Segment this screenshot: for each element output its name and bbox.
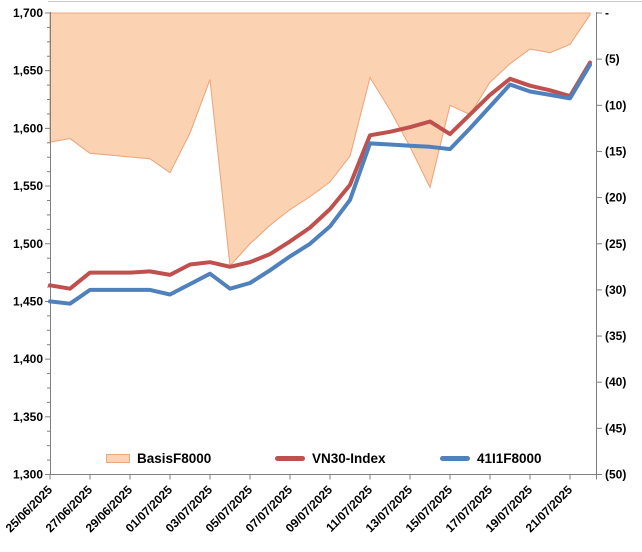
y-axis-right-label: (40) [605,375,626,389]
y-axis-right-label: - [605,6,609,20]
y-axis-right-label: (45) [605,421,626,435]
y-axis-left-label: 1,650 [13,64,43,78]
y-axis-left-label: 1,600 [13,121,43,135]
y-axis-left-label: 1,300 [13,468,43,482]
line-series-41i1f8000 [48,62,592,306]
y-axis-left-label: 1,500 [13,237,43,251]
y-axis-left-label: 1,400 [13,352,43,366]
area-series-basisf8000 [49,12,591,268]
y-axis-left-label: 1,350 [13,410,43,424]
y-axis-right-label: (20) [605,191,626,205]
y-axis-right-label: (5) [605,52,620,66]
y-axis-right-label: (50) [605,468,626,482]
y-axis-right-label: (15) [605,144,626,158]
y-axis-left-label: 1,450 [13,294,43,308]
y-axis-right-label: (10) [605,98,626,112]
y-axis-right-label: (30) [605,283,626,297]
y-axis-right-label: (25) [605,237,626,251]
y-axis-left-label: 1,550 [13,179,43,193]
line-series-vn30-index [48,60,592,291]
y-axis-right-label: (35) [605,329,626,343]
y-axis-left-label: 1,700 [13,6,43,20]
